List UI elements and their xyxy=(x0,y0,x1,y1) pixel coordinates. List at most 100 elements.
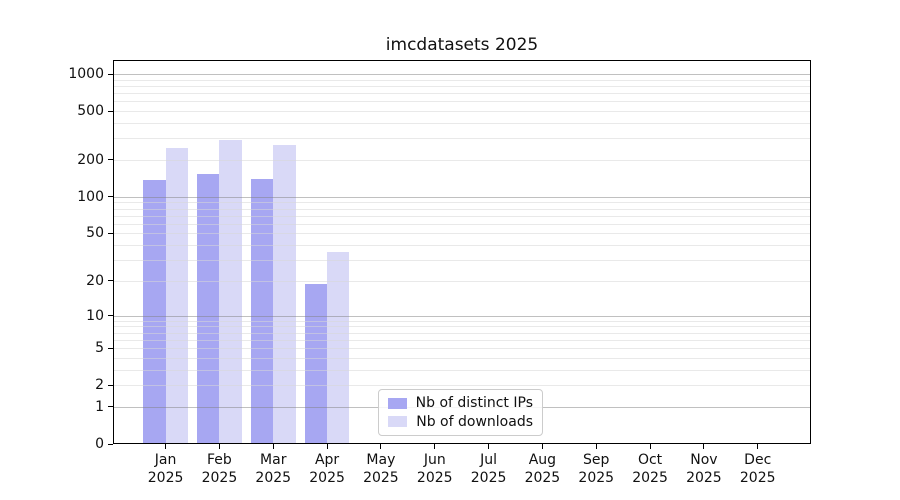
gridline-minor xyxy=(113,202,811,204)
x-tick-year: 2025 xyxy=(578,470,615,486)
x-tick-label: Oct 2025 xyxy=(618,451,682,487)
x-tick-year: 2025 xyxy=(470,470,507,486)
gridline-minor xyxy=(113,93,811,95)
x-tick-mark xyxy=(165,444,167,449)
gridline-minor xyxy=(113,245,811,247)
x-tick-label: Aug 2025 xyxy=(510,451,574,487)
y-tick-label: 10 xyxy=(86,307,104,324)
x-tick-mark xyxy=(434,444,436,449)
x-tick-label: Nov 2025 xyxy=(672,451,736,487)
gridline-minor xyxy=(113,357,811,359)
x-tick-mark xyxy=(326,444,328,449)
x-tick-label: Jul 2025 xyxy=(457,451,521,487)
y-tick-mark xyxy=(108,280,113,282)
gridline-minor xyxy=(113,326,811,328)
y-tick-mark xyxy=(108,73,113,75)
gridline-minor xyxy=(113,111,811,113)
y-tick-label: 5 xyxy=(95,340,104,357)
bar-distinct-ips-feb xyxy=(197,173,220,444)
gridline-minor xyxy=(113,385,811,387)
y-tick-label: 1000 xyxy=(68,66,104,82)
bar-downloads-jan xyxy=(165,148,188,444)
x-tick-year: 2025 xyxy=(632,470,668,486)
x-tick-year: 2025 xyxy=(524,470,561,486)
x-tick-month: Jan xyxy=(154,452,177,468)
gridline-major xyxy=(113,196,811,198)
gridline-minor xyxy=(113,339,811,341)
x-tick-year: 2025 xyxy=(739,470,776,486)
x-tick-label: Feb 2025 xyxy=(187,451,251,487)
y-tick-mark xyxy=(108,110,113,112)
gridline-minor xyxy=(113,332,811,334)
legend-item-distinct-ips: Nb of distinct IPs xyxy=(388,395,533,411)
gridline-major xyxy=(113,74,811,75)
x-tick-month: Mar xyxy=(260,452,287,468)
x-tick-mark xyxy=(488,444,490,449)
gridline-minor xyxy=(113,280,811,282)
x-tick-month: Jul xyxy=(480,452,498,468)
y-tick-label: 1 xyxy=(95,398,104,415)
gridline-minor xyxy=(113,369,811,371)
gridline-minor xyxy=(113,260,811,262)
y-tick-mark xyxy=(108,347,113,349)
y-tick-label: 0 xyxy=(95,436,104,452)
x-tick-year: 2025 xyxy=(255,470,292,486)
gridline-minor xyxy=(113,159,811,161)
x-tick-month: Dec xyxy=(744,452,772,468)
x-tick-month: May xyxy=(366,452,396,468)
x-tick-mark xyxy=(218,444,220,449)
chart-title: imcdatasets 2025 xyxy=(385,35,539,55)
x-tick-label: Jan 2025 xyxy=(134,451,198,487)
legend-label-distinct-ips: Nb of distinct IPs xyxy=(415,395,533,412)
x-tick-label: Dec 2025 xyxy=(726,451,790,487)
gridline-minor xyxy=(113,348,811,350)
y-tick-mark xyxy=(108,232,113,234)
x-tick-label: Apr 2025 xyxy=(295,451,359,487)
gridline-minor xyxy=(113,223,811,225)
y-tick-label: 50 xyxy=(86,225,104,242)
x-tick-month: Oct xyxy=(637,452,663,468)
legend: Nb of distinct IPs Nb of downloads xyxy=(378,389,543,436)
x-tick-mark xyxy=(595,444,597,449)
bar-downloads-feb xyxy=(219,140,242,444)
legend-swatch-distinct-ips xyxy=(388,397,407,409)
x-tick-mark xyxy=(272,444,274,449)
gridline-minor xyxy=(113,208,811,210)
x-tick-month: Apr xyxy=(314,452,340,468)
x-tick-label: Jun 2025 xyxy=(403,451,467,487)
gridline-minor xyxy=(113,79,811,81)
x-tick-year: 2025 xyxy=(363,470,399,486)
x-tick-month: Sep xyxy=(583,452,610,468)
y-tick-label: 500 xyxy=(77,103,104,120)
x-tick-label: Mar 2025 xyxy=(241,451,305,487)
legend-label-downloads: Nb of downloads xyxy=(416,413,533,430)
bar-downloads-mar xyxy=(273,144,296,444)
x-tick-month: Aug xyxy=(528,452,557,468)
gridline-minor xyxy=(113,233,811,235)
x-tick-year: 2025 xyxy=(686,470,722,486)
x-tick-mark xyxy=(541,444,543,449)
y-tick-mark xyxy=(108,196,113,198)
gridline-major xyxy=(113,315,811,317)
gridline-minor xyxy=(113,320,811,322)
y-tick-mark xyxy=(108,384,113,386)
x-tick-month: Feb xyxy=(207,452,232,468)
bar-distinct-ips-jan xyxy=(143,179,166,444)
y-tick-label: 100 xyxy=(77,188,104,205)
gridline-minor xyxy=(113,138,811,140)
legend-item-downloads: Nb of downloads xyxy=(388,414,533,430)
x-tick-label: May 2025 xyxy=(349,451,413,487)
x-tick-mark xyxy=(757,444,759,449)
legend-swatch-downloads xyxy=(388,416,408,428)
x-tick-year: 2025 xyxy=(147,470,184,486)
gridline-minor xyxy=(113,101,811,103)
y-tick-label: 200 xyxy=(77,151,104,168)
y-tick-mark xyxy=(108,315,113,317)
x-tick-mark xyxy=(703,444,705,449)
y-tick-mark xyxy=(108,406,113,408)
x-tick-month: Nov xyxy=(690,452,718,468)
x-tick-year: 2025 xyxy=(201,470,238,486)
gridline-minor xyxy=(113,122,811,124)
x-tick-mark xyxy=(649,444,651,449)
x-tick-year: 2025 xyxy=(309,470,345,486)
